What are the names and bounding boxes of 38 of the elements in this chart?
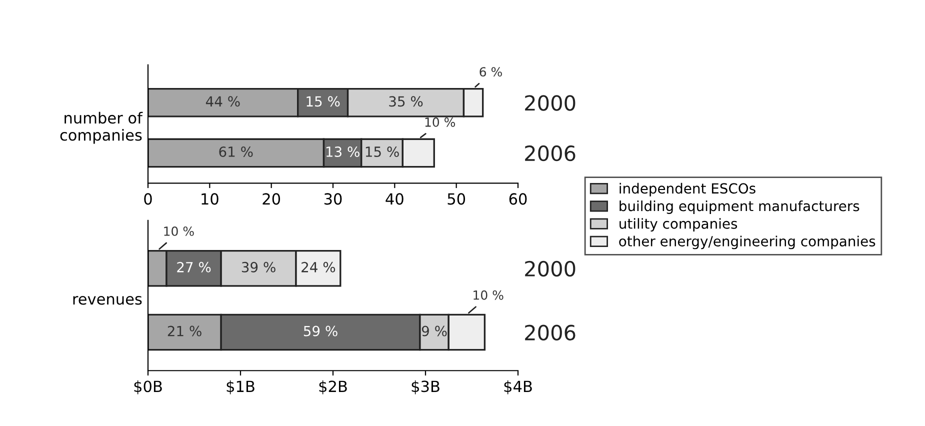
annotation: 6 % xyxy=(480,67,502,77)
legend-label: independent ESCOs xyxy=(620,182,756,196)
annotation: 35 % xyxy=(389,96,423,107)
annotation: 61 % xyxy=(219,146,253,158)
x-tick-label: 0 xyxy=(144,193,152,205)
x-tick-label: 30 xyxy=(324,193,342,205)
legend-label: other energy/engineering companies xyxy=(619,236,876,250)
x-tick-label: 40 xyxy=(386,193,404,205)
y-axis-title: number of companies xyxy=(60,112,143,144)
x-tick-label: $3B xyxy=(412,380,440,394)
annotation: 13 % xyxy=(326,146,360,158)
x-tick-label: $1B xyxy=(226,380,254,394)
legend-label: building equipment manufacturers xyxy=(620,200,860,214)
annotation: 21 % xyxy=(168,326,202,336)
legend-label: utility companies xyxy=(620,218,738,232)
annotation: 24 % xyxy=(302,262,336,272)
y-tick-label: 2006 xyxy=(525,324,576,340)
y-tick-label: 2000 xyxy=(525,260,576,277)
annotation: 15 % xyxy=(366,146,399,158)
annotation: 9 % xyxy=(422,326,447,336)
annotation: 59 % xyxy=(304,326,338,336)
x-tick-label: 50 xyxy=(448,193,466,205)
x-tick-label: $4B xyxy=(504,380,532,394)
annotation: 10 % xyxy=(474,290,504,300)
annotation: 44 % xyxy=(206,96,240,107)
x-tick-label: 20 xyxy=(262,193,280,205)
x-tick-label: 10 xyxy=(202,193,218,205)
x-tick-label: 60 xyxy=(509,193,527,205)
annotation: 10 % xyxy=(425,117,456,127)
annotation: 39 % xyxy=(242,262,276,272)
annotation: 10 % xyxy=(164,226,194,236)
annotation: 27 % xyxy=(177,262,211,272)
y-tick-label: 2006 xyxy=(525,145,576,162)
annotation: 15 % xyxy=(306,96,340,107)
x-tick-label: $2B xyxy=(319,380,347,394)
y-axis-title: revenues xyxy=(73,296,142,305)
y-tick-label: 2000 xyxy=(525,95,576,111)
x-tick-label: $0B xyxy=(134,380,162,394)
